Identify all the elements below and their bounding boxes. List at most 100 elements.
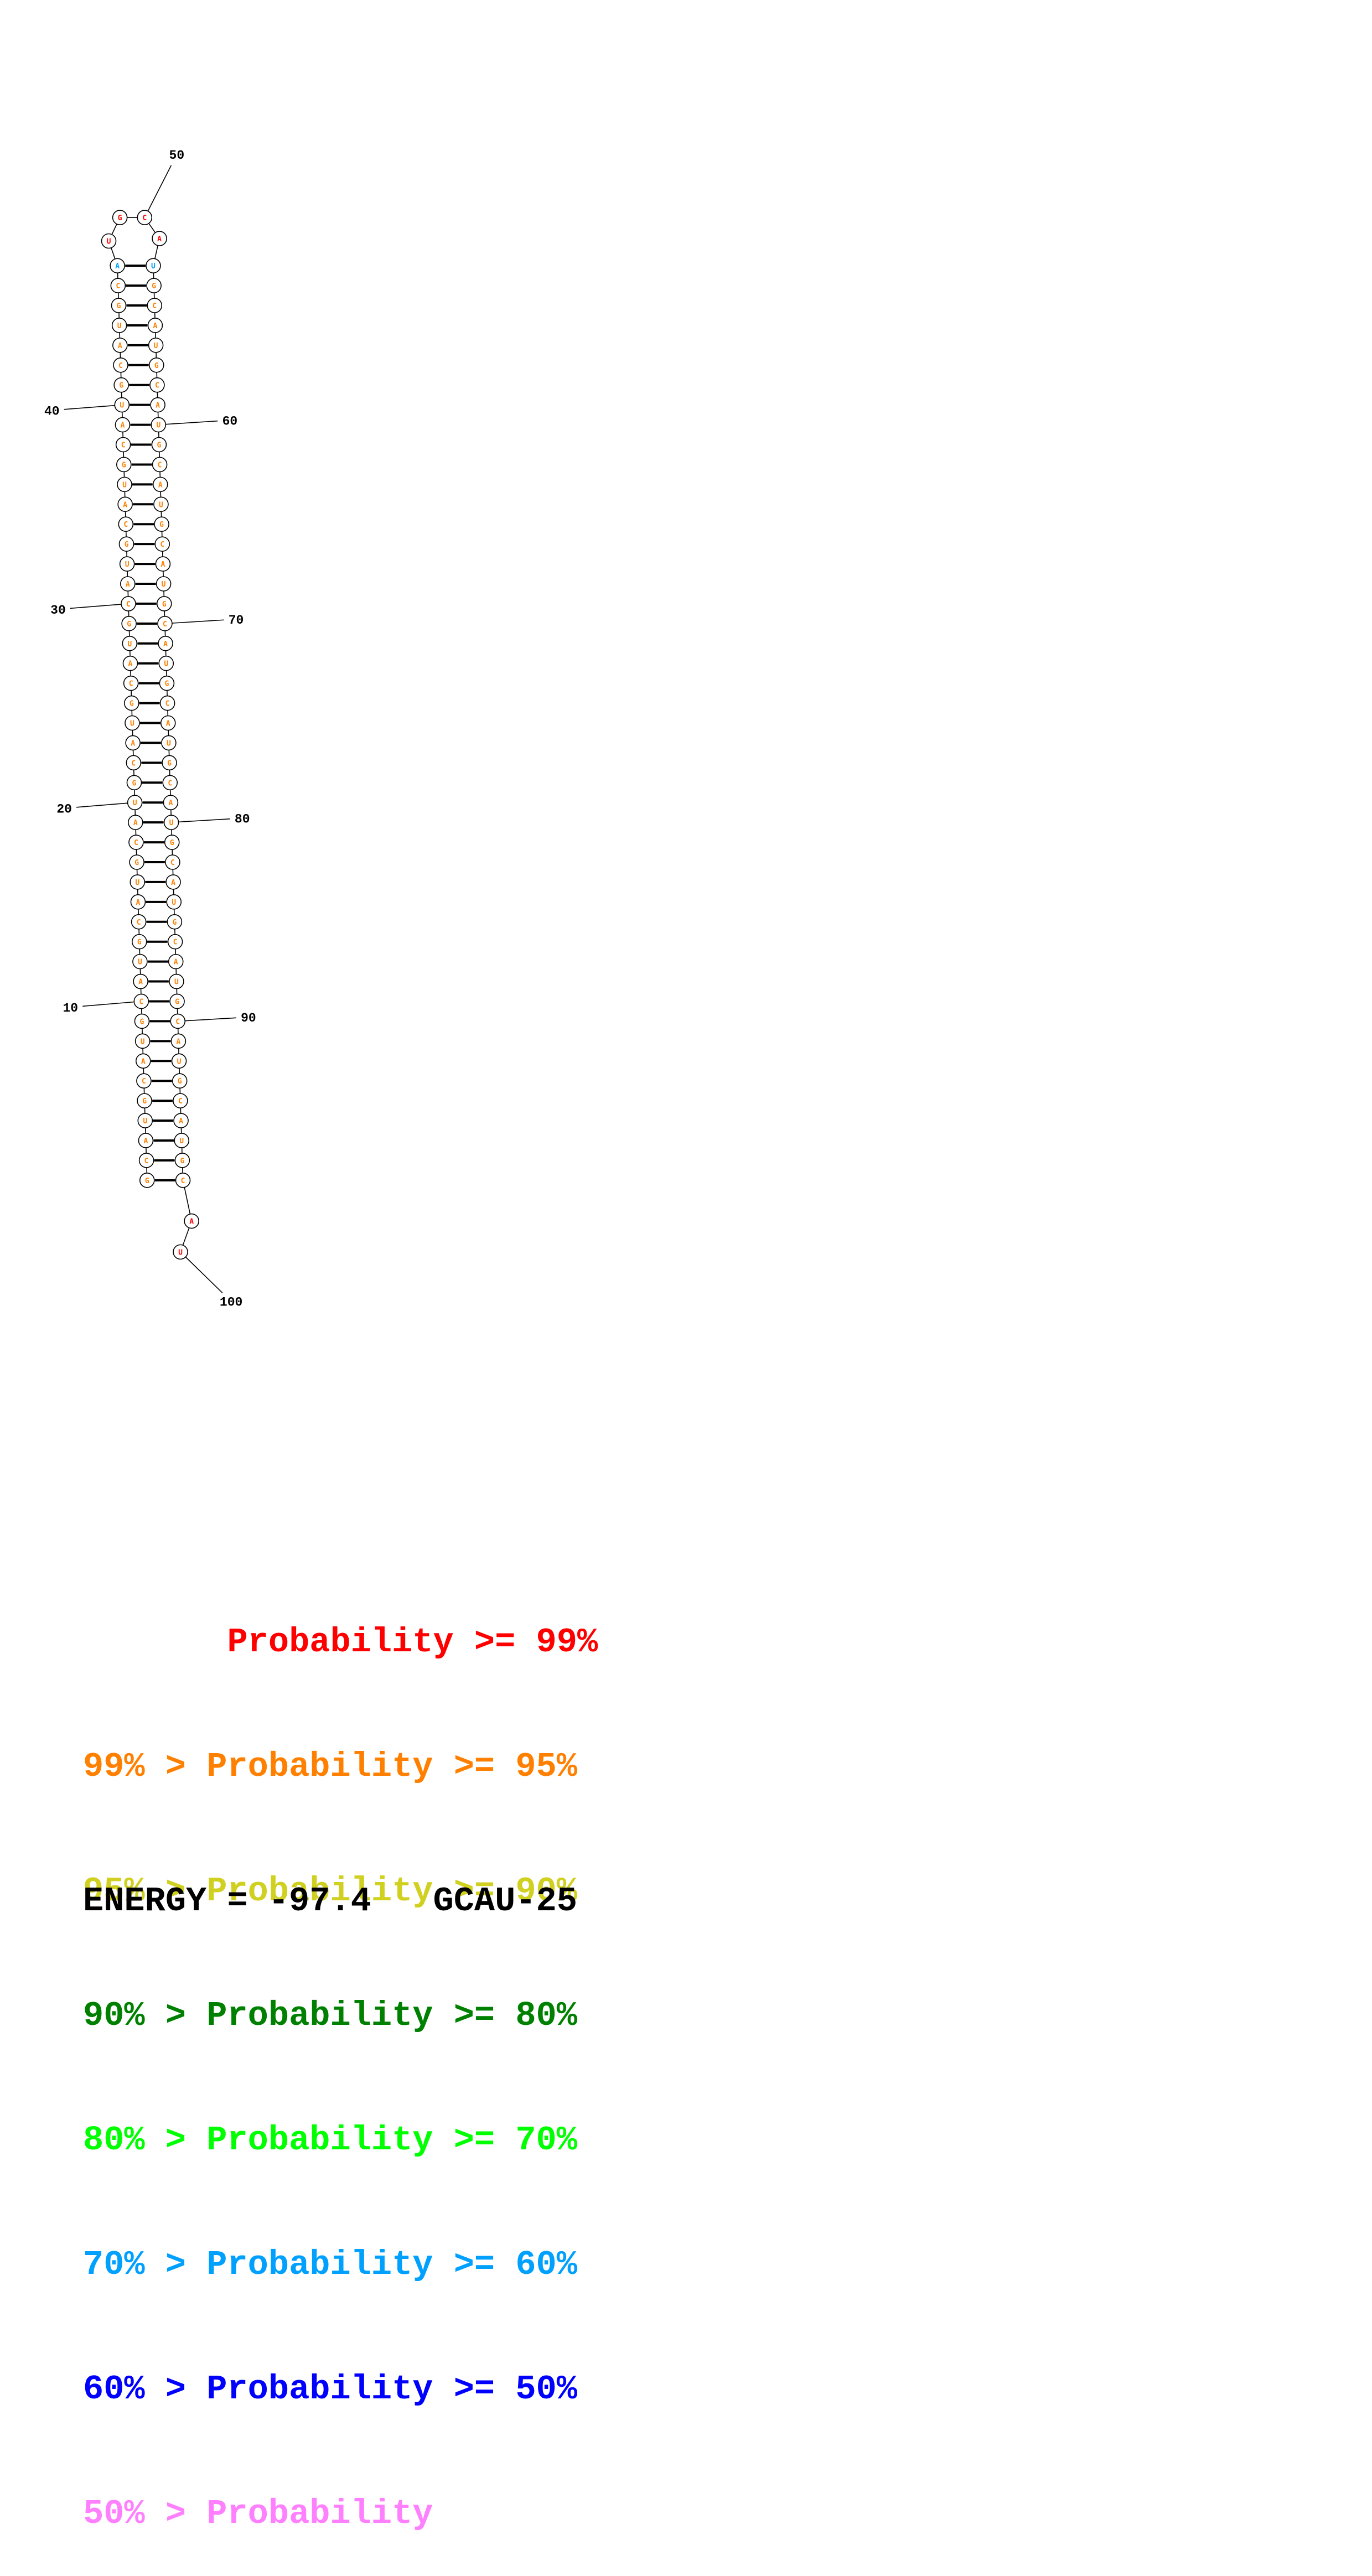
legend-line-1: Probability >= 99% <box>83 1621 598 1663</box>
svg-text:U: U <box>162 580 166 589</box>
nucleotide: G <box>111 298 127 313</box>
legend-line-5: 80% > Probability >= 70% <box>83 2119 598 2161</box>
legend-line-4: 90% > Probability >= 80% <box>83 1995 598 2036</box>
nucleotide: C <box>149 377 165 393</box>
svg-text:U: U <box>177 1058 182 1066</box>
nucleotide: G <box>151 437 167 453</box>
svg-text:G: G <box>125 541 129 549</box>
position-label: 90 <box>241 1011 256 1025</box>
nucleotide: U <box>130 874 146 890</box>
nucleotide: C <box>123 675 139 691</box>
svg-text:A: A <box>144 1137 148 1146</box>
nucleotide: G <box>139 1173 155 1188</box>
nucleotide: A <box>133 973 148 989</box>
svg-text:G: G <box>172 919 177 927</box>
svg-text:G: G <box>159 521 164 529</box>
svg-text:G: G <box>175 998 179 1006</box>
nucleotide: G <box>156 596 172 611</box>
svg-text:G: G <box>145 1177 149 1185</box>
nucleotide: G <box>172 1073 188 1089</box>
nucleotide: U <box>125 715 140 731</box>
position-tick <box>64 404 122 410</box>
nucleotide: G <box>121 616 137 631</box>
svg-text:U: U <box>107 238 111 246</box>
probability-legend: Probability >= 99% 99% > Probability >= … <box>83 1538 598 2576</box>
nucleotide: A <box>127 815 143 830</box>
nucleotide: A <box>125 735 141 751</box>
nucleotide: U <box>119 556 135 572</box>
svg-text:A: A <box>136 899 141 907</box>
legend-text: Probability >= 70% <box>206 2121 577 2160</box>
position-label: 20 <box>56 802 72 817</box>
svg-text:G: G <box>178 1077 182 1086</box>
position-tick <box>144 165 172 218</box>
svg-text:C: C <box>118 362 123 370</box>
svg-text:C: C <box>152 302 157 310</box>
nucleotide: A <box>138 1133 154 1148</box>
nucleotide: A <box>147 318 163 333</box>
svg-text:G: G <box>167 759 172 768</box>
nucleotide: C <box>131 914 147 930</box>
nucleotide: U <box>174 1133 190 1148</box>
nucleotide: A <box>173 1113 189 1128</box>
nucleotide: C <box>121 596 136 611</box>
svg-text:A: A <box>118 342 122 350</box>
svg-text:C: C <box>137 919 141 927</box>
svg-text:A: A <box>161 561 165 569</box>
svg-text:A: A <box>141 1058 146 1066</box>
nucleotide: G <box>131 934 147 950</box>
svg-text:G: G <box>140 1018 144 1026</box>
svg-text:U: U <box>143 1117 147 1126</box>
svg-text:U: U <box>174 978 179 987</box>
position-tick <box>70 603 129 609</box>
nucleotide: C <box>154 536 170 552</box>
nucleotide: U <box>122 635 138 651</box>
svg-text:A: A <box>158 481 163 489</box>
legend-line-3: 95% > Probability >= 90% <box>83 1870 598 1912</box>
nucleotide: U <box>156 576 172 592</box>
nucleotide: U <box>163 815 179 830</box>
legend-prefix: 80% > <box>83 2121 207 2160</box>
legend-text: Probability <box>206 2494 433 2533</box>
legend-text: Probability >= 80% <box>206 1996 577 2035</box>
nucleotide: C <box>175 1173 191 1188</box>
nucleotide: A <box>117 496 133 512</box>
svg-text:U: U <box>135 879 139 887</box>
legend-prefix: 70% > <box>83 2245 207 2284</box>
nucleotide: G <box>154 516 169 532</box>
nucleotide: C <box>152 457 168 473</box>
nucleotide: C <box>159 695 175 711</box>
nucleotide: U <box>169 973 184 989</box>
position-label: 80 <box>235 812 250 826</box>
svg-text:G: G <box>117 302 121 310</box>
nucleotide: G <box>159 675 175 691</box>
legend-prefix <box>83 1623 227 1662</box>
position-label: 60 <box>222 414 238 428</box>
svg-text:A: A <box>115 262 120 271</box>
nucleotide: C <box>137 210 153 225</box>
legend-text: Probability >= 99% <box>227 1623 598 1662</box>
svg-text:C: C <box>155 382 159 390</box>
nucleotide: G <box>174 1153 190 1168</box>
energy-model: GCAU-25 <box>433 1882 577 1921</box>
svg-text:U: U <box>167 739 171 748</box>
svg-text:G: G <box>154 362 159 370</box>
nucleotide: A <box>135 1053 151 1069</box>
nucleotide: G <box>148 357 164 373</box>
svg-text:A: A <box>126 580 130 589</box>
svg-text:A: A <box>189 1218 194 1226</box>
svg-text:C: C <box>123 521 128 529</box>
nucleotide: A <box>165 874 181 890</box>
svg-text:A: A <box>179 1117 183 1126</box>
svg-text:G: G <box>137 939 142 947</box>
svg-text:C: C <box>116 282 120 291</box>
nucleotide: A <box>152 476 168 493</box>
nucleotide: C <box>136 1073 152 1089</box>
position-label: 10 <box>63 1001 78 1015</box>
svg-text:G: G <box>170 839 174 847</box>
svg-text:U: U <box>133 799 137 807</box>
nucleotide: A <box>170 1033 187 1049</box>
svg-text:U: U <box>120 402 124 410</box>
svg-text:A: A <box>131 739 135 748</box>
nucleotides: G C A U G C A U G C A U G C A U G C A U G C A U G C A U G C A U G C A U G C A U… <box>101 210 199 1260</box>
